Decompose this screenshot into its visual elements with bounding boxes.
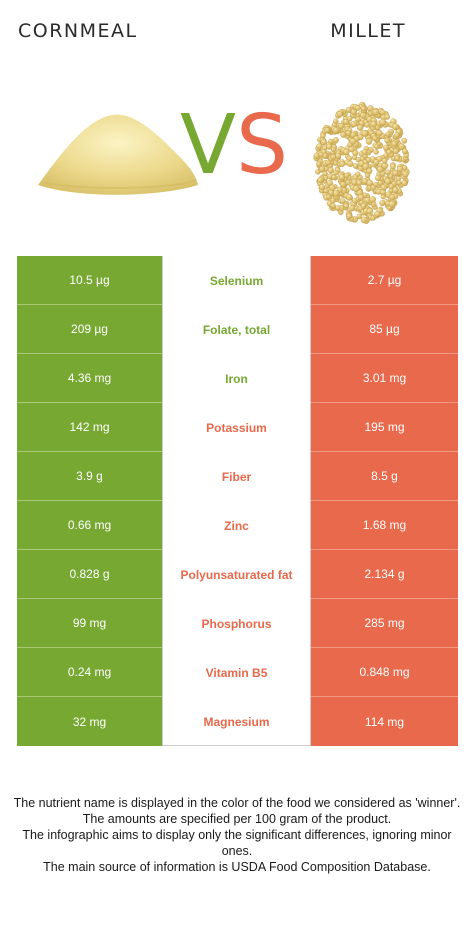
cornmeal-value: 3.9 g [17, 452, 162, 501]
footer-line: The amounts are specified per 100 gram o… [82, 812, 392, 826]
vs-letter-s: S [236, 98, 289, 193]
millet-value: 85 µg [311, 305, 458, 354]
food-images [38, 101, 410, 224]
millet-value: 2.134 g [311, 550, 458, 599]
millet-value: 3.01 mg [311, 354, 458, 403]
cornmeal-value: 0.828 g [17, 550, 162, 599]
millet-image [313, 101, 410, 224]
table-row: 0.66 mg Zinc 1.68 mg [17, 501, 458, 550]
footer-line: The infographic aims to display only the… [22, 828, 452, 858]
cornmeal-value: 4.36 mg [17, 354, 162, 403]
table-row: 32 mg Magnesium 114 mg [17, 697, 458, 746]
nutrient-name: Vitamin B5 [162, 648, 311, 697]
nutrient-name: Magnesium [162, 697, 311, 746]
vs-letter-v: V [180, 98, 237, 193]
comparison-table: 10.5 µg Selenium 2.7 µg 209 µg Folate, total… [17, 256, 458, 746]
nutrient-name: Iron [162, 354, 311, 403]
cornmeal-value: 209 µg [17, 305, 162, 354]
cornmeal-value: 10.5 µg [17, 256, 162, 305]
millet-value: 8.5 g [311, 452, 458, 501]
footer-line: The nutrient name is displayed in the co… [13, 796, 461, 810]
cornmeal-value: 0.24 mg [17, 648, 162, 697]
nutrient-name: Folate, total [162, 305, 311, 354]
millet-value: 285 mg [311, 599, 458, 648]
table-row: 142 mg Potassium 195 mg [17, 403, 458, 452]
millet-value: 2.7 µg [311, 256, 458, 305]
cornmeal-value: 0.66 mg [17, 501, 162, 550]
millet-value: 0.848 mg [311, 648, 458, 697]
cornmeal-value: 32 mg [17, 697, 162, 746]
cornmeal-value: 99 mg [17, 599, 162, 648]
table-row: 0.24 mg Vitamin B5 0.848 mg [17, 648, 458, 697]
table-row: 0.828 g Polyunsaturated fat 2.134 g [17, 550, 458, 599]
millet-value: 114 mg [311, 697, 458, 746]
table-row: 99 mg Phosphorus 285 mg [17, 599, 458, 648]
nutrient-name: Polyunsaturated fat [162, 550, 311, 599]
nutrient-name: Potassium [162, 403, 311, 452]
cornmeal-value: 142 mg [17, 403, 162, 452]
table-row: 4.36 mg Iron 3.01 mg [17, 354, 458, 403]
nutrient-name: Selenium [162, 256, 311, 305]
nutrient-name: Fiber [162, 452, 311, 501]
millet-value: 195 mg [311, 403, 458, 452]
table-row: 10.5 µg Selenium 2.7 µg [17, 256, 458, 305]
table-row: 3.9 g Fiber 8.5 g [17, 452, 458, 501]
millet-value: 1.68 mg [311, 501, 458, 550]
cornmeal-image [38, 114, 198, 195]
food-title-cornmeal: CORNMEAL [18, 20, 138, 42]
table-row: 209 µg Folate, total 85 µg [17, 305, 458, 354]
nutrient-name: Phosphorus [162, 599, 311, 648]
nutrient-name: Zinc [162, 501, 311, 550]
footer-line: The main source of information is USDA F… [43, 860, 431, 874]
food-title-millet: MILLET [330, 20, 406, 42]
footer-notes: The nutrient name is displayed in the co… [10, 795, 464, 875]
